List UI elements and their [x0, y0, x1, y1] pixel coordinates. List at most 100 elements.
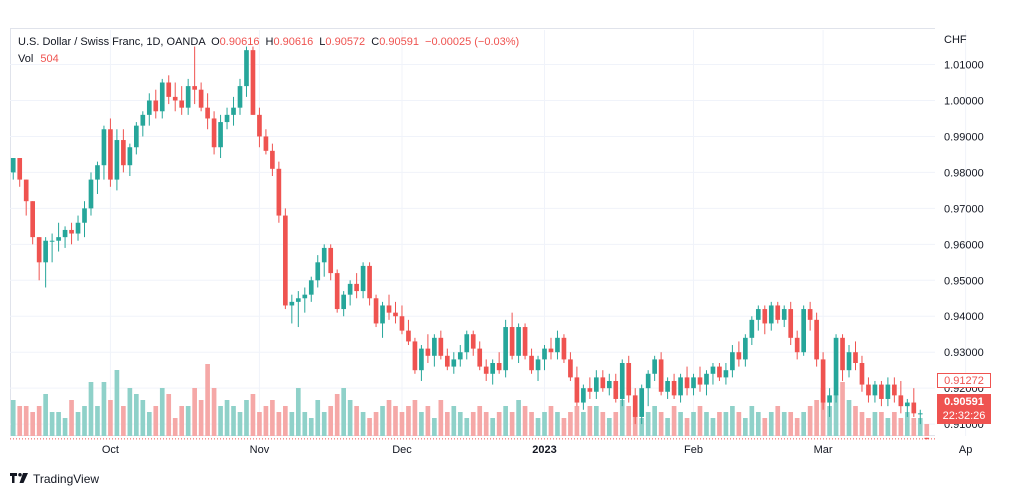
candle-body	[820, 359, 826, 403]
price-tick-label: 0.96000	[944, 239, 984, 251]
volume-bar	[704, 412, 709, 436]
volume-bar	[516, 400, 521, 436]
volume-bar	[250, 394, 256, 436]
candle-body	[101, 129, 107, 166]
candle-body	[315, 262, 321, 281]
candle-body	[82, 208, 87, 223]
candle-body	[127, 147, 133, 166]
candle-body	[308, 280, 314, 295]
volume-bar	[328, 406, 334, 436]
tradingview-logo-icon[interactable]	[10, 473, 28, 485]
candle-body	[43, 240, 48, 263]
price-tick-label: 0.97000	[944, 203, 984, 215]
volume-bar	[185, 406, 191, 436]
tradingview-brand[interactable]: TradingView	[33, 472, 100, 486]
volume-bar	[127, 388, 133, 436]
volume-bar	[496, 412, 502, 436]
candle-body	[658, 359, 664, 392]
volume-bar	[69, 400, 74, 436]
candle-body	[671, 380, 677, 396]
candle-body	[419, 348, 424, 371]
legend-ohlc: U.S. Dollar / Swiss Franc, 1D, OANDA O0.…	[18, 36, 519, 48]
candle-body	[917, 413, 923, 415]
volume-bar	[134, 394, 139, 436]
bar-countdown: 22:32:26	[942, 410, 986, 422]
volume-bar	[522, 406, 528, 436]
volume-bar	[730, 406, 735, 436]
volume-bar	[393, 406, 398, 436]
volume-bar	[503, 406, 508, 436]
volume-value: 504	[40, 53, 59, 65]
candle-body	[483, 366, 489, 374]
candle-body	[587, 388, 593, 392]
candle-body	[224, 114, 230, 123]
candle-body	[354, 283, 359, 292]
time-tick-label: Feb	[684, 444, 703, 456]
candle-body	[334, 273, 340, 310]
candle-body	[218, 122, 223, 148]
volume-bar	[17, 406, 23, 436]
volume-bar	[911, 418, 917, 436]
candle-body	[509, 327, 515, 356]
volume-bar	[917, 418, 923, 436]
candle-body	[710, 366, 716, 374]
candle-body	[457, 352, 463, 360]
currency-unit-label[interactable]: CHF	[944, 34, 967, 46]
candle-body	[665, 380, 670, 392]
volume-bar	[159, 388, 165, 436]
candle-body	[846, 352, 852, 371]
volume-bar	[470, 412, 476, 436]
candle-body	[406, 330, 411, 342]
candle-body	[911, 402, 917, 414]
volume-bar	[788, 412, 794, 436]
volume-bar	[347, 400, 353, 436]
candle-body	[399, 316, 405, 331]
volume-bar	[762, 418, 768, 436]
volume-bar	[853, 406, 858, 436]
volume-bar	[509, 412, 515, 436]
volume-bar	[691, 412, 696, 436]
candle-body	[581, 388, 586, 403]
volume-bar	[697, 406, 703, 436]
volume-bar	[218, 406, 223, 436]
volume-bar	[153, 406, 159, 436]
candle-body	[464, 334, 470, 353]
candle-body	[749, 319, 755, 338]
symbol-title[interactable]: U.S. Dollar / Swiss Franc, 1D, OANDA	[18, 36, 206, 48]
candle-body	[360, 265, 366, 292]
candle-body	[231, 107, 236, 115]
candle-body	[412, 341, 418, 371]
volume-label[interactable]: Vol	[18, 53, 34, 65]
candle-body	[257, 114, 262, 137]
candle-body	[853, 352, 858, 363]
candle-body	[134, 125, 139, 148]
candle-body	[496, 362, 502, 371]
candle-body	[438, 337, 444, 356]
price-axis: 1.01000 1.00000 0.99000 0.98000 0.97000 0.960…	[944, 60, 984, 432]
volume-bar	[231, 406, 236, 436]
candle-body	[555, 337, 560, 353]
volume-bar	[594, 406, 599, 436]
candle-body	[743, 337, 748, 360]
candle-body	[373, 298, 379, 324]
candle-body	[859, 362, 865, 385]
volume-bar	[755, 412, 761, 436]
candle-body	[159, 82, 165, 112]
candle-body	[704, 373, 709, 385]
volume-bar	[114, 370, 120, 436]
volume-bar	[548, 406, 554, 436]
volume-bar	[419, 412, 424, 436]
candle-body	[470, 334, 476, 349]
candle-body	[185, 86, 191, 108]
volume-bar	[438, 400, 444, 436]
volume-bar	[898, 418, 904, 436]
close-label: C	[371, 36, 380, 48]
volume-bar	[814, 400, 819, 436]
candle-body	[302, 294, 308, 299]
volume-bar	[866, 418, 871, 436]
candle-body	[814, 319, 819, 360]
volume-bar	[62, 418, 68, 436]
volume-bar	[749, 406, 755, 436]
candle-body	[781, 309, 787, 320]
candle-body	[386, 305, 392, 313]
